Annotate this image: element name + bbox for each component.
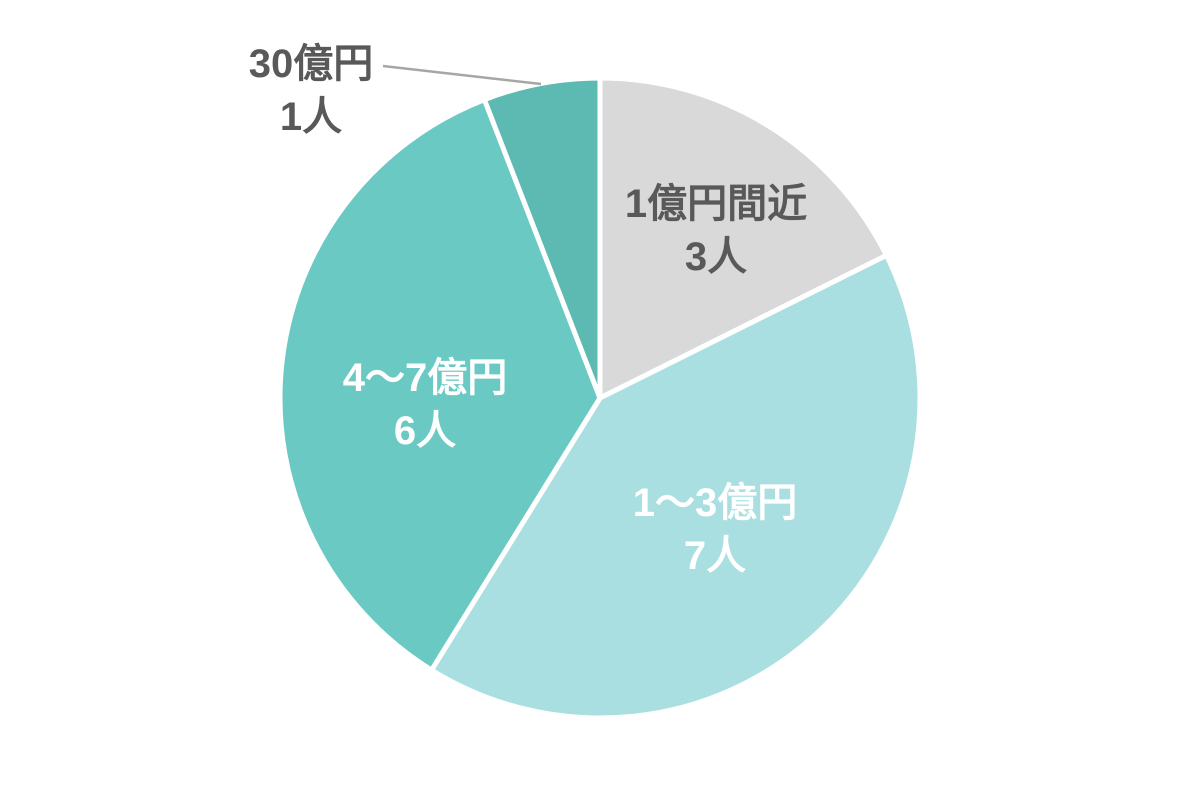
slice-label-30oku: 30億円 1人 [161, 38, 461, 144]
slice-range-text: 1億円間近 [624, 182, 808, 226]
slice-label-4-7oku: 4〜7億円 6人 [275, 352, 575, 458]
pie-slice-2 [277, 97, 603, 673]
slice-count-text: 3人 [684, 235, 748, 279]
pie-slice-0 [597, 75, 889, 401]
slice-label-1-3oku: 1〜3億円 7人 [565, 477, 865, 583]
slice-range-text: 4〜7億円 [342, 356, 508, 400]
slice-count-text: 1人 [279, 95, 343, 139]
pie-slice-1 [429, 252, 923, 721]
slice-range-text: 1〜3億円 [632, 481, 798, 525]
slice-label-1oku-kinkai: 1億円間近 3人 [566, 178, 866, 284]
leader-line [382, 64, 542, 86]
pie-slice-3 [481, 75, 603, 401]
slice-count-text: 6人 [393, 409, 457, 453]
slice-range-text: 30億円 [248, 42, 374, 86]
slice-count-text: 7人 [683, 534, 747, 578]
